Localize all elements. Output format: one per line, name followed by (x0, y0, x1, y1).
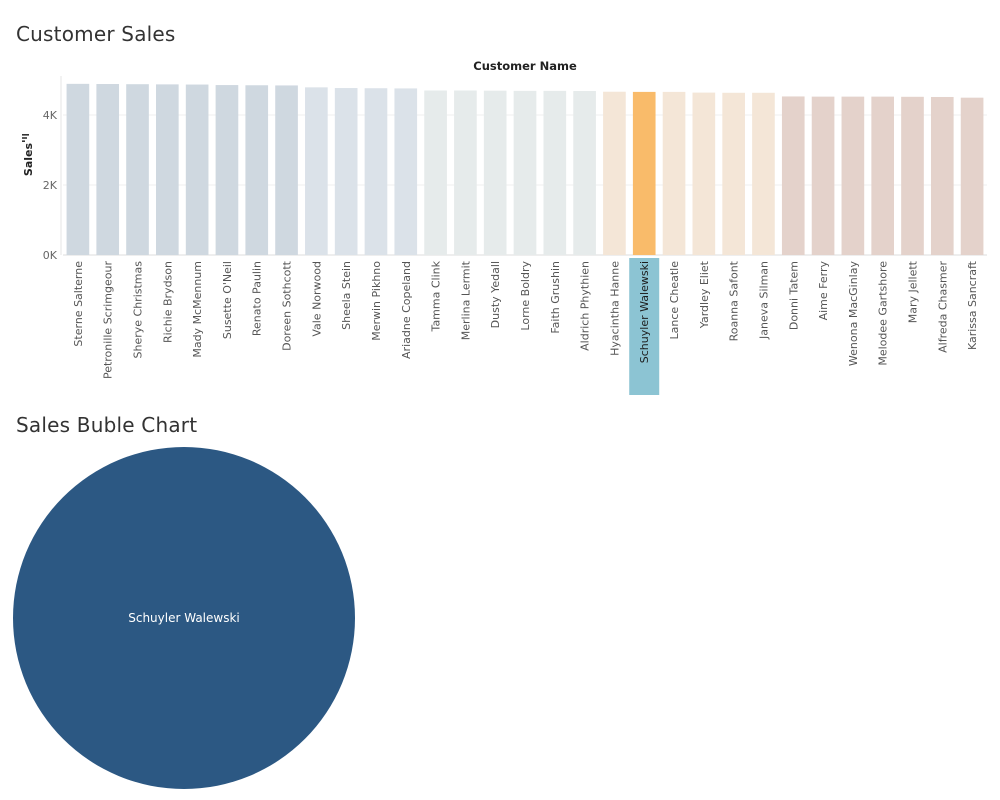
bar-sterne-salterne[interactable] (66, 83, 90, 255)
x-tick-label[interactable]: Merlina Lermit (459, 260, 472, 340)
y-axis-label-sales: Sales (22, 142, 35, 176)
selected-label-highlight (629, 258, 660, 395)
bar-janeva-silman[interactable] (752, 92, 775, 256)
bar-merlina-lermit[interactable] (454, 90, 477, 256)
x-tick-label[interactable]: Lance Cheatle (668, 261, 681, 340)
bar-richie-brydson[interactable] (155, 84, 179, 255)
x-tick-label[interactable]: Karissa Sancraft (966, 260, 979, 350)
x-tick-label[interactable]: Susette O'Neil (221, 261, 234, 339)
bar-melodee-gartshore[interactable] (871, 96, 895, 255)
bar-ariadne-copeland[interactable] (394, 88, 418, 256)
x-tick-label[interactable]: Janeva Silman (757, 261, 770, 340)
bar-wenona-macginlay[interactable] (841, 96, 865, 255)
x-tick-label[interactable]: Vale Norwood (310, 261, 323, 337)
x-tick-label[interactable]: Donni Tatem (787, 261, 800, 330)
bar-vale-norwood[interactable] (305, 87, 328, 255)
x-tick-label[interactable]: Tamma Clink (430, 260, 443, 332)
bar-sherye-christmas[interactable] (126, 84, 149, 255)
x-tick-label[interactable]: Roanna Safont (728, 260, 741, 341)
x-axis-labels: Sterne Salterne Petronille Scrimgeour Sher… (72, 258, 979, 395)
x-tick-label[interactable]: Wenona MacGinlay (847, 261, 860, 367)
bar-mady-mcmennum[interactable] (185, 84, 209, 255)
bar-doreen-sothcott[interactable] (275, 85, 298, 255)
x-tick-label[interactable]: Petronille Scrimgeour (102, 261, 115, 380)
x-tick-label[interactable]: Mady McMennum (191, 261, 204, 358)
x-tick-label[interactable]: Aldrich Phythien (579, 261, 592, 351)
bar-roanna-safont[interactable] (722, 92, 745, 256)
bar-alfreda-chasmer[interactable] (930, 96, 954, 255)
customer-sales-bar-chart[interactable]: Customer Name 0K 2K 4K Sales Sterne Salter… (0, 0, 1000, 400)
x-tick-label[interactable]: Dusty Yedall (489, 261, 502, 328)
sort-icon[interactable] (22, 134, 29, 142)
x-tick-label[interactable]: Melodee Gartshore (877, 261, 890, 366)
x-tick-label[interactable]: Yardley Eliet (698, 260, 711, 329)
bar-karissa-sancraft[interactable] (960, 97, 984, 255)
bar-sheela-stein[interactable] (334, 88, 358, 255)
x-tick-label[interactable]: Mary Jellett (906, 260, 919, 323)
x-tick-label[interactable]: Faith Grushin (549, 261, 562, 334)
customer-sales-title: Customer Sales (16, 22, 176, 46)
bubble-schuyler-walewski[interactable] (13, 447, 355, 789)
x-tick-label[interactable]: Richie Brydson (161, 261, 174, 343)
bar-donni-tatem[interactable] (781, 96, 805, 255)
y-tick-label: 0K (43, 249, 58, 262)
y-tick-label: 2K (43, 179, 58, 192)
bar-renato-paulin[interactable] (245, 85, 269, 255)
column-header-customer-name: Customer Name (473, 59, 577, 73)
x-tick-label[interactable]: Sherye Christmas (132, 261, 145, 359)
bar-schuyler-walewski[interactable] (632, 91, 656, 256)
x-tick-label[interactable]: Lorne Boldry (519, 261, 532, 331)
y-tick-label: 4K (43, 109, 58, 122)
bar-mary-jellett[interactable] (901, 96, 924, 255)
bar-hyacintha-hanne[interactable] (603, 91, 626, 255)
bubble-label: Schuyler Walewski (128, 611, 240, 625)
bar-lance-cheatle[interactable] (662, 91, 686, 256)
x-tick-label[interactable]: Merwin Pikhno (370, 261, 383, 341)
bar-aldrich-phythien[interactable] (573, 91, 596, 256)
bar-dusty-yedall[interactable] (483, 90, 507, 255)
x-tick-label[interactable]: Sheela Stein (340, 261, 353, 330)
bar-susette-o-neil[interactable] (215, 85, 239, 255)
bar-yardley-eliet[interactable] (692, 92, 716, 255)
bar-tamma-clink[interactable] (424, 90, 447, 256)
bar-lorne-boldry[interactable] (513, 90, 537, 255)
x-tick-label[interactable]: Doreen Sothcott (281, 260, 294, 351)
x-tick-label[interactable]: Alfreda Chasmer (936, 261, 949, 353)
x-tick-label[interactable]: Sterne Salterne (72, 261, 85, 347)
x-tick-label[interactable]: Hyacintha Hanne (608, 261, 621, 356)
bar-petronille-scrimgeour[interactable] (96, 84, 120, 256)
bubble-chart-title: Sales Buble Chart (16, 413, 198, 437)
x-tick-label[interactable]: Aime Ferry (817, 261, 830, 321)
x-tick-label[interactable]: Schuyler Walewski (638, 261, 651, 363)
y-axis: 0K 2K 4K (43, 76, 62, 262)
bar-merwin-pikhno[interactable] (364, 88, 388, 255)
bar-faith-grushin[interactable] (543, 90, 567, 255)
sales-bubble-chart[interactable]: Schuyler Walewski (0, 440, 1000, 800)
x-tick-label[interactable]: Ariadne Copeland (400, 261, 413, 359)
x-tick-label[interactable]: Renato Paulin (251, 261, 264, 336)
bars[interactable] (66, 83, 984, 256)
bar-aime-ferry[interactable] (811, 96, 835, 255)
